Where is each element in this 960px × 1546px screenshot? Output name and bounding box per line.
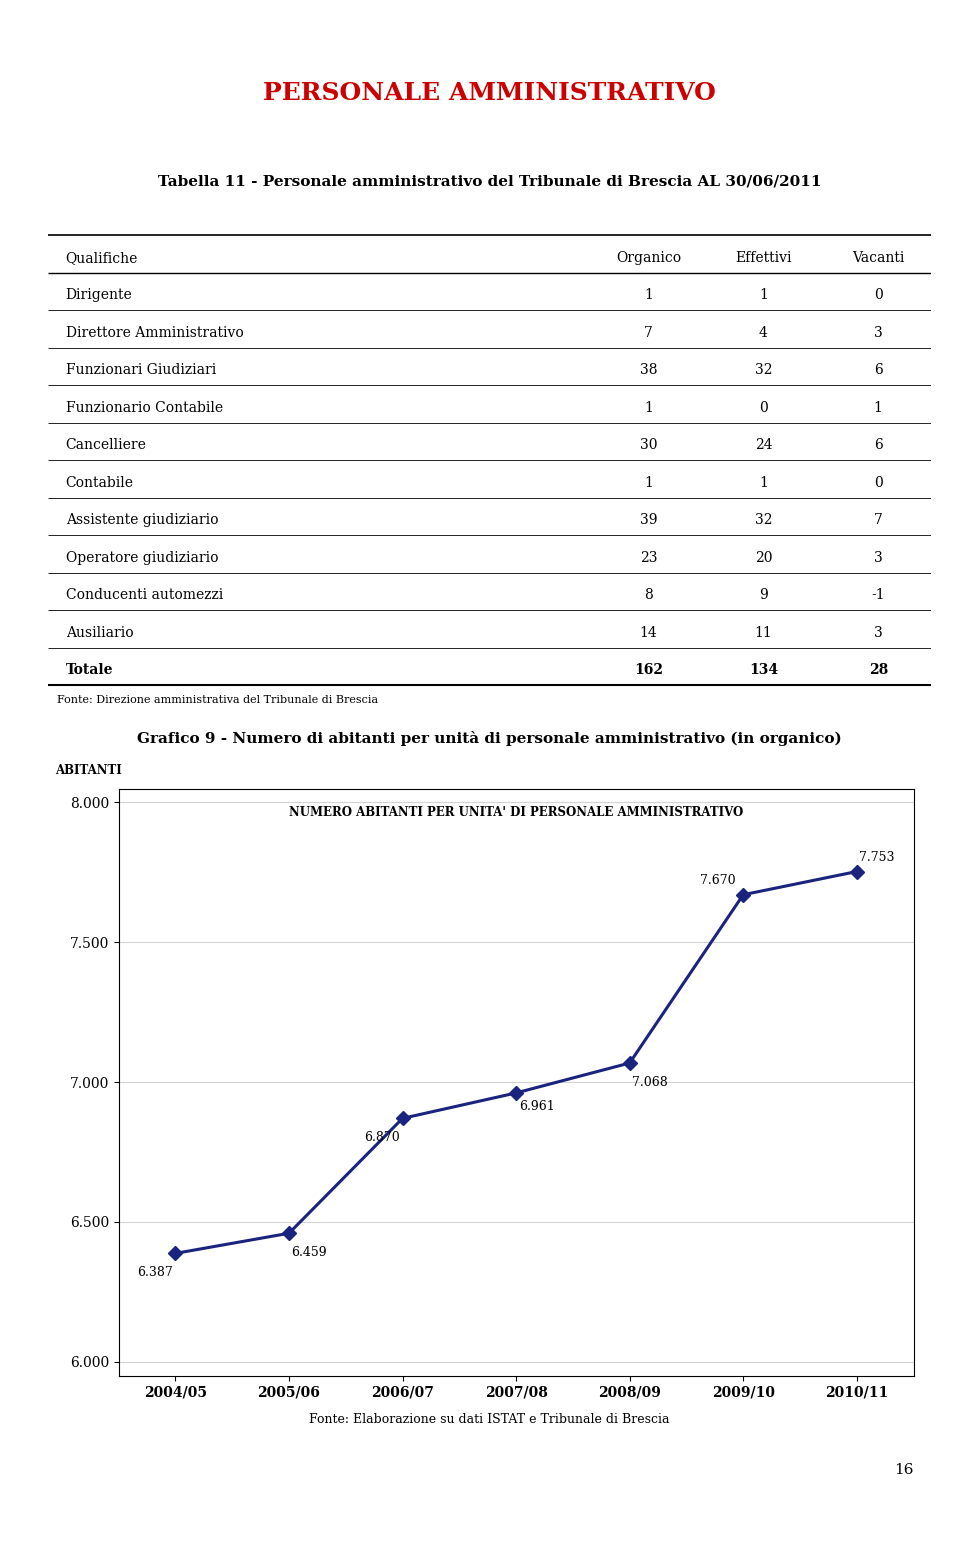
Text: 134: 134 — [749, 663, 778, 677]
Text: 28: 28 — [869, 663, 888, 677]
Text: 0: 0 — [759, 400, 768, 414]
Text: Effettivi: Effettivi — [735, 250, 792, 264]
Text: Dirigente: Dirigente — [65, 288, 132, 301]
Text: Funzionario Contabile: Funzionario Contabile — [65, 400, 223, 414]
Text: 1: 1 — [644, 288, 653, 301]
Text: 7: 7 — [644, 326, 653, 340]
Text: 39: 39 — [639, 513, 658, 527]
Text: 32: 32 — [755, 363, 772, 377]
Text: 4: 4 — [759, 326, 768, 340]
Text: Ausiliario: Ausiliario — [65, 626, 133, 640]
Text: Conducenti automezzi: Conducenti automezzi — [65, 589, 223, 603]
Text: Fonte: Direzione amministrativa del Tribunale di Brescia: Fonte: Direzione amministrativa del Trib… — [57, 694, 378, 705]
Text: 32: 32 — [755, 513, 772, 527]
Text: 3: 3 — [874, 326, 882, 340]
Text: 162: 162 — [634, 663, 663, 677]
Text: 16: 16 — [894, 1463, 914, 1476]
Text: Totale: Totale — [65, 663, 113, 677]
Text: Organico: Organico — [616, 250, 682, 264]
Text: 11: 11 — [755, 626, 772, 640]
Text: 6: 6 — [874, 363, 882, 377]
Text: 14: 14 — [639, 626, 658, 640]
Text: Assistente giudiziario: Assistente giudiziario — [65, 513, 218, 527]
Text: Qualifiche: Qualifiche — [65, 250, 138, 264]
Text: 9: 9 — [759, 589, 768, 603]
Text: 3: 3 — [874, 626, 882, 640]
Text: Grafico 9 - Numero di abitanti per unità di personale amministrativo (in organic: Grafico 9 - Numero di abitanti per unità… — [137, 731, 842, 747]
Text: Contabile: Contabile — [65, 476, 133, 490]
Text: Operatore giudiziario: Operatore giudiziario — [65, 550, 218, 564]
Text: 3: 3 — [874, 550, 882, 564]
Text: PERSONALE AMMINISTRATIVO: PERSONALE AMMINISTRATIVO — [263, 82, 716, 105]
Text: Tabella 11 - Personale amministrativo del Tribunale di Brescia AL 30/06/2011: Tabella 11 - Personale amministrativo de… — [157, 175, 822, 189]
Text: 7: 7 — [874, 513, 882, 527]
Text: 24: 24 — [755, 438, 772, 453]
Text: 0: 0 — [874, 476, 882, 490]
Text: Vacanti: Vacanti — [852, 250, 904, 264]
Text: 38: 38 — [639, 363, 658, 377]
Text: Fonte: Elaborazione su dati ISTAT e Tribunale di Brescia: Fonte: Elaborazione su dati ISTAT e Trib… — [309, 1413, 670, 1425]
Text: 30: 30 — [639, 438, 658, 453]
Text: 1: 1 — [759, 288, 768, 301]
Text: 8: 8 — [644, 589, 653, 603]
Text: Funzionari Giudiziari: Funzionari Giudiziari — [65, 363, 216, 377]
Text: 23: 23 — [639, 550, 658, 564]
Text: 20: 20 — [755, 550, 772, 564]
Text: 0: 0 — [874, 288, 882, 301]
Text: 1: 1 — [644, 476, 653, 490]
Text: 1: 1 — [759, 476, 768, 490]
Text: Direttore Amministrativo: Direttore Amministrativo — [65, 326, 244, 340]
Text: 1: 1 — [644, 400, 653, 414]
Text: 6: 6 — [874, 438, 882, 453]
Text: 1: 1 — [874, 400, 882, 414]
Text: -1: -1 — [872, 589, 885, 603]
Text: Cancelliere: Cancelliere — [65, 438, 147, 453]
